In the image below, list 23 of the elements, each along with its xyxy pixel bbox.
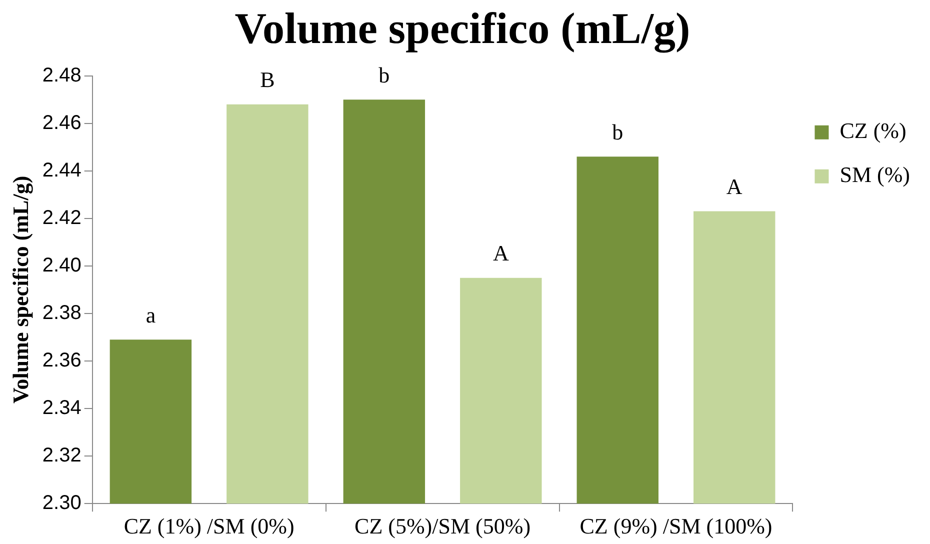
y-tick-label: 2.42 [42, 206, 82, 229]
y-tick-label: 2.40 [42, 254, 82, 276]
x-tick-label: CZ (1%) /SM (0%) [124, 514, 294, 539]
data-label: b [378, 62, 390, 88]
chart-title: Volume specifico (mL/g) [234, 4, 690, 53]
y-tick-label: 2.30 [42, 492, 82, 514]
y-tick-label: 2.46 [42, 112, 82, 134]
y-tick-label: 2.48 [42, 64, 82, 86]
y-tick-label: 2.32 [42, 444, 82, 467]
y-tick-label: 2.38 [42, 302, 82, 324]
legend-label: CZ (%) [840, 118, 906, 144]
data-label: a [146, 302, 156, 328]
y-tick-label: 2.44 [42, 159, 82, 182]
data-label: b [612, 119, 624, 144]
x-tick-label: CZ (9%) /SM (100%) [580, 514, 772, 539]
y-tick-label: 2.34 [42, 397, 82, 420]
data-label: A [492, 240, 509, 266]
y-tick-label: 2.36 [42, 350, 82, 372]
data-label: A [726, 174, 742, 200]
legend-label: SM (%) [840, 162, 910, 188]
data-label: B [260, 67, 275, 92]
y-axis-title: Volume specifico (mL/g) [8, 176, 33, 404]
x-tick-label: CZ (5%)/SM (50%) [354, 514, 531, 539]
